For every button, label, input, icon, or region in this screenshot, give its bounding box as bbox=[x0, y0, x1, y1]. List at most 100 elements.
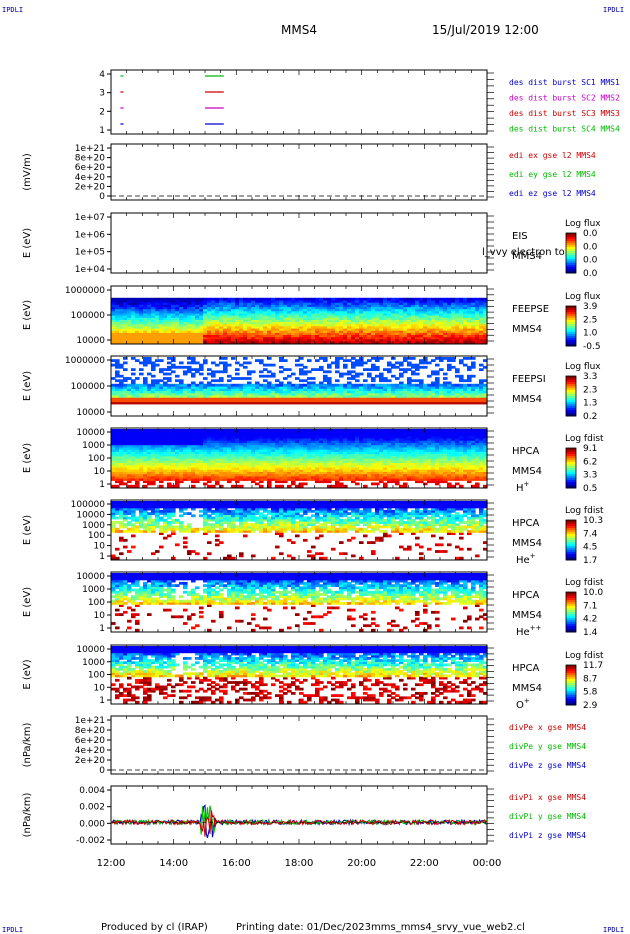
spectrogram-cell bbox=[127, 306, 132, 310]
spectrogram-cell bbox=[419, 399, 424, 403]
spectrogram-cell bbox=[219, 336, 224, 340]
spectrogram-cell bbox=[459, 374, 464, 378]
spectrogram-cell bbox=[147, 336, 152, 340]
spectrogram-cell bbox=[443, 357, 448, 360]
spectrogram-cell bbox=[387, 399, 392, 403]
spectrogram-cell bbox=[227, 338, 232, 342]
spectrogram-cell bbox=[179, 392, 184, 396]
spectrogram-cell bbox=[287, 464, 292, 468]
spectrogram-cell bbox=[115, 392, 120, 396]
spectrogram-cell bbox=[243, 336, 248, 340]
spectrogram-cell bbox=[335, 340, 340, 344]
spectrogram-cell bbox=[307, 386, 312, 389]
spectrogram-cell bbox=[175, 304, 180, 307]
spectrogram-cell bbox=[155, 469, 160, 472]
spectrogram-cell bbox=[243, 444, 248, 448]
spectrogram-cell bbox=[479, 383, 484, 387]
spectrogram-cell bbox=[183, 435, 188, 439]
spectrogram-cell bbox=[327, 323, 332, 327]
spectrogram-cell bbox=[347, 338, 352, 342]
spectrogram-cell bbox=[151, 458, 156, 461]
spectrogram-cell bbox=[303, 431, 308, 434]
spectrogram-cell bbox=[195, 449, 200, 452]
spectrogram-cell bbox=[267, 302, 272, 305]
spectrogram-cell bbox=[343, 330, 348, 333]
spectrogram-cell bbox=[327, 480, 332, 484]
spectrogram-cell bbox=[379, 302, 384, 305]
spectrogram-cell bbox=[131, 321, 136, 325]
spectrogram-cell bbox=[179, 397, 184, 400]
spectrogram-cell bbox=[279, 325, 284, 329]
spectrogram-cell bbox=[271, 462, 276, 466]
spectrogram-cell bbox=[303, 372, 308, 376]
spectrogram-cell bbox=[391, 302, 396, 305]
spectrogram-cell bbox=[275, 321, 280, 325]
spectrogram-cell bbox=[235, 471, 240, 475]
spectrogram-cell bbox=[143, 321, 148, 325]
spectrogram-cell bbox=[327, 315, 332, 318]
spectrogram-cell bbox=[407, 368, 412, 371]
spectrogram-cell bbox=[147, 297, 152, 301]
spectrogram-cell bbox=[363, 312, 368, 316]
spectrogram-cell bbox=[327, 308, 332, 312]
spectrogram-cell bbox=[143, 323, 148, 327]
spectrogram-cell bbox=[263, 473, 268, 477]
spectrogram-cell bbox=[411, 330, 416, 333]
spectrogram-cell bbox=[347, 370, 352, 374]
spectrogram-cell bbox=[287, 317, 292, 320]
spectrogram-cell bbox=[475, 386, 480, 389]
spectrogram-cell bbox=[287, 460, 292, 463]
spectrogram-cell bbox=[263, 446, 268, 450]
spectrogram-cell bbox=[303, 323, 308, 327]
spectrogram-cell bbox=[227, 442, 232, 446]
spectrogram-cell bbox=[167, 462, 172, 466]
spectrogram-cell bbox=[283, 435, 288, 439]
spectrogram-cell bbox=[399, 317, 404, 320]
spectrogram-cell bbox=[243, 323, 248, 327]
spectrogram-cell bbox=[135, 484, 140, 488]
spectrogram-cell bbox=[431, 340, 436, 344]
spectrogram-cell bbox=[315, 466, 320, 470]
spectrogram-cell bbox=[267, 392, 272, 396]
spectrogram-cell bbox=[143, 319, 148, 323]
spectrogram-cell bbox=[271, 308, 276, 312]
spectrogram-cell bbox=[327, 394, 332, 398]
spectrogram-cell bbox=[287, 462, 292, 466]
spectrogram-cell bbox=[279, 315, 284, 318]
spectrogram-cell bbox=[431, 310, 436, 314]
spectrogram-cell bbox=[223, 464, 228, 468]
spectrogram-cell bbox=[363, 325, 368, 329]
spectrogram-cell bbox=[319, 381, 324, 385]
spectrogram-cell bbox=[315, 323, 320, 327]
spectrogram-cell bbox=[159, 388, 164, 391]
spectrogram-cell bbox=[199, 372, 204, 376]
spectrogram-cell bbox=[359, 330, 364, 333]
spectrogram-cell bbox=[383, 401, 388, 405]
spectrogram-cell bbox=[119, 386, 124, 389]
spectrogram-cell bbox=[251, 444, 256, 448]
spectrogram-cell bbox=[327, 460, 332, 463]
spectrogram-cell bbox=[115, 374, 120, 378]
spectrogram-cell bbox=[131, 433, 136, 437]
spectrogram-cell bbox=[483, 336, 488, 340]
spectrogram-cell bbox=[319, 332, 324, 335]
spectrogram-cell bbox=[279, 449, 284, 452]
spectrogram-cell bbox=[115, 383, 120, 387]
spectrogram-cell bbox=[243, 453, 248, 457]
spectrogram-cell bbox=[275, 437, 280, 441]
spectrogram-cell bbox=[131, 332, 136, 335]
spectrogram-cell bbox=[155, 390, 160, 394]
spectrogram-cell bbox=[203, 383, 208, 387]
spectrogram-cell bbox=[143, 399, 148, 403]
spectrogram-cell bbox=[379, 401, 384, 405]
spectrogram-cell bbox=[387, 327, 392, 331]
spectrogram-cell bbox=[403, 388, 408, 391]
spectrogram-cell bbox=[207, 480, 212, 484]
spectrogram-cell bbox=[391, 374, 396, 378]
eis-spacecraft-label: MMS4 bbox=[512, 251, 542, 262]
spectrogram-cell bbox=[343, 304, 348, 307]
spectrogram-cell bbox=[447, 327, 452, 331]
spectrogram-cell bbox=[475, 334, 480, 338]
spectrogram-cell bbox=[127, 453, 132, 457]
spectrogram-cell bbox=[203, 388, 208, 391]
